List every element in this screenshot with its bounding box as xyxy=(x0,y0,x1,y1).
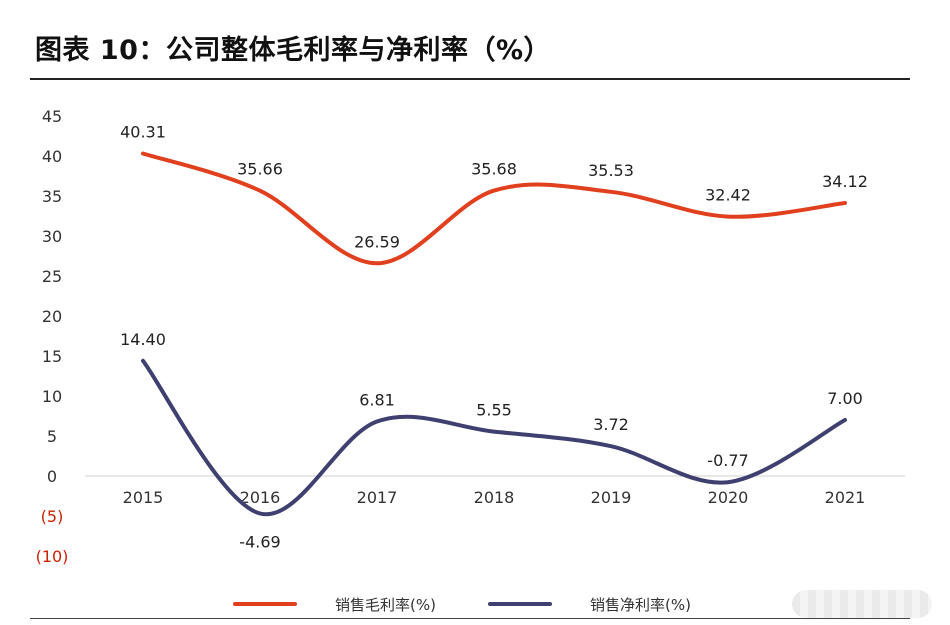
x-tick-label: 2019 xyxy=(591,488,632,507)
y-tick-label: (10) xyxy=(36,547,69,566)
y-tick-label: 0 xyxy=(47,467,57,486)
data-label: 32.42 xyxy=(705,186,751,205)
data-label: 35.68 xyxy=(471,160,517,179)
y-tick-label: 45 xyxy=(42,107,62,126)
y-tick-label: 10 xyxy=(42,387,62,406)
data-label: 35.53 xyxy=(588,161,634,180)
x-tick-label: 2015 xyxy=(123,488,164,507)
bottom-divider xyxy=(30,618,910,619)
data-label: 7.00 xyxy=(827,389,863,408)
x-tick-label: 2017 xyxy=(357,488,398,507)
watermark-blur xyxy=(792,590,932,618)
data-label: 40.31 xyxy=(120,123,166,142)
data-label: -0.77 xyxy=(707,451,748,470)
gross-margin-line xyxy=(141,151,847,266)
x-tick-label: 2016 xyxy=(240,488,281,507)
x-tick-label: 2018 xyxy=(474,488,515,507)
legend-label: 销售净利率(%) xyxy=(590,596,691,614)
data-label: 34.12 xyxy=(822,172,868,191)
title-divider xyxy=(30,78,910,80)
net-margin-line xyxy=(141,358,847,517)
y-tick-label: 40 xyxy=(42,147,62,166)
y-tick-label: 5 xyxy=(47,427,57,446)
data-label: 5.55 xyxy=(476,401,512,420)
y-tick-label: 25 xyxy=(42,267,62,286)
y-tick-label: (5) xyxy=(41,507,64,526)
y-tick-label: 30 xyxy=(42,227,62,246)
data-label: 35.66 xyxy=(237,160,283,179)
data-label: -4.69 xyxy=(239,533,280,552)
y-tick-label: 20 xyxy=(42,307,62,326)
x-tick-label: 2020 xyxy=(708,488,749,507)
chart-title: 图表 10：公司整体毛利率与净利率（%） xyxy=(35,35,552,66)
data-label: 14.40 xyxy=(120,330,166,349)
y-tick-label: 15 xyxy=(42,347,62,366)
data-label: 6.81 xyxy=(359,391,395,410)
legend-label: 销售毛利率(%) xyxy=(335,596,436,614)
data-label: 26.59 xyxy=(354,232,400,251)
y-tick-label: 35 xyxy=(42,187,62,206)
x-tick-label: 2021 xyxy=(825,488,866,507)
data-label: 3.72 xyxy=(593,415,629,434)
